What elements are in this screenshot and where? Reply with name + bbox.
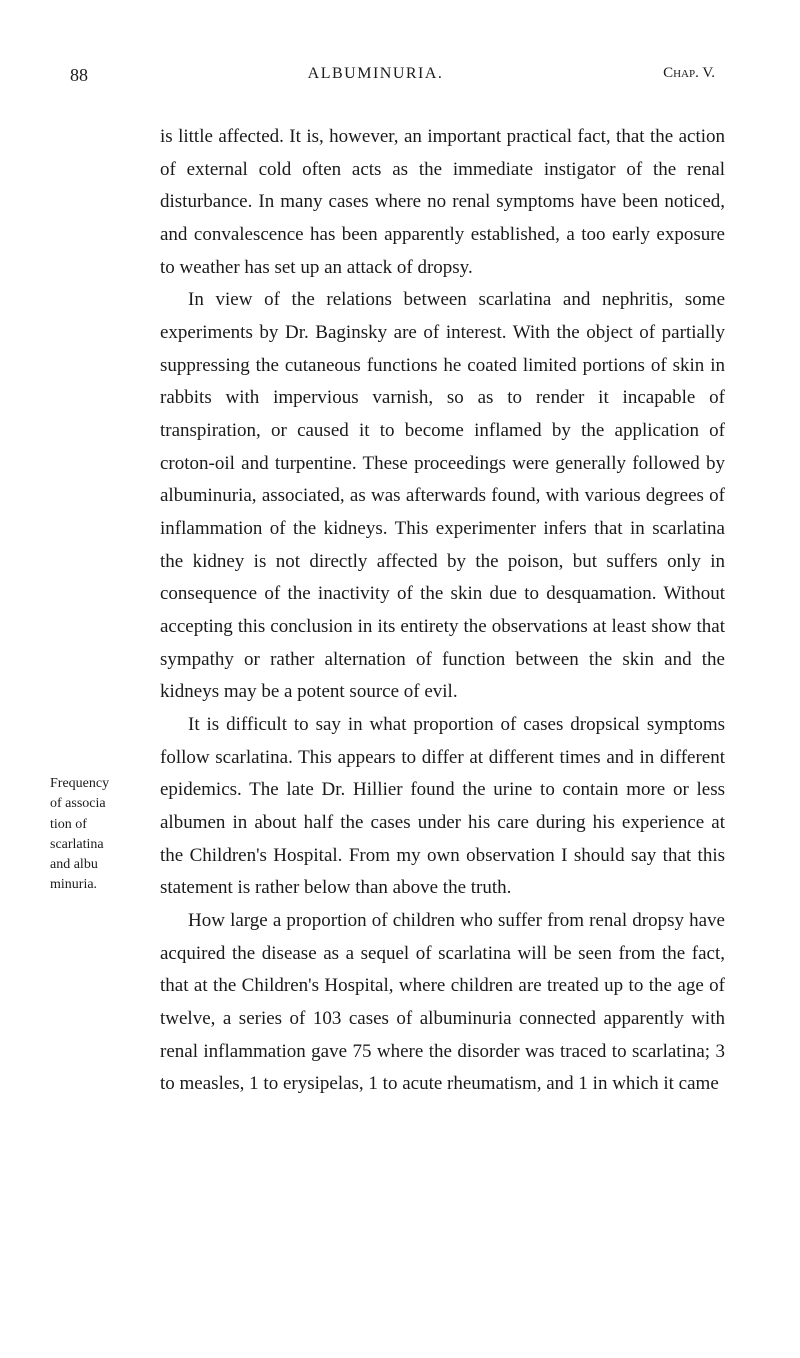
page-header: 88 ALBUMINURIA. Chap. V.: [60, 65, 725, 86]
content-area: is little affected. It is, however, an i…: [60, 121, 725, 1101]
margin-note-line: Frequency: [50, 776, 109, 791]
margin-note-line: scarlatina: [50, 837, 104, 852]
header-title: ALBUMINURIA.: [308, 65, 444, 86]
chapter-label: Chap. V.: [663, 65, 715, 86]
paragraph-4: How large a proportion of children who s…: [160, 905, 725, 1101]
margin-note-line: and albu­: [50, 857, 98, 872]
margin-note-line: minuria.: [50, 877, 97, 892]
margin-note-line: of associa­: [50, 796, 106, 811]
margin-note: Frequency of associa­ tion of scarlatina…: [50, 774, 145, 896]
page-number: 88: [70, 65, 88, 86]
paragraph-3: It is difficult to say in what proportio…: [160, 709, 725, 905]
paragraph-1: is little affected. It is, however, an i…: [160, 121, 725, 284]
margin-note-line: tion of: [50, 817, 87, 832]
body-text: is little affected. It is, however, an i…: [160, 121, 725, 1101]
paragraph-2: In view of the relations between scarlat…: [160, 284, 725, 709]
